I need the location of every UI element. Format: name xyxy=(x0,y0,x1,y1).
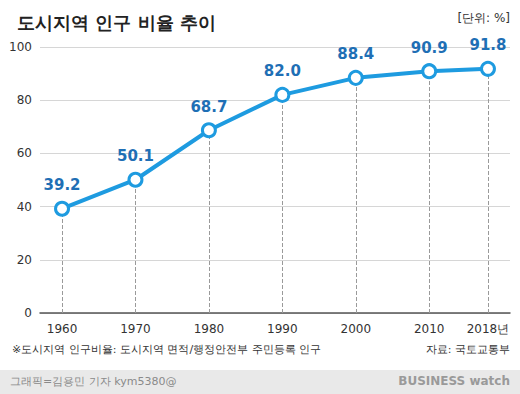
svg-text:2018년: 2018년 xyxy=(467,322,510,336)
svg-text:1990: 1990 xyxy=(267,322,298,336)
svg-text:91.8: 91.8 xyxy=(469,36,506,54)
svg-text:50.1: 50.1 xyxy=(117,147,154,165)
svg-text:도시지역 인구 비율 추이: 도시지역 인구 비율 추이 xyxy=(17,12,216,33)
svg-text:82.0: 82.0 xyxy=(264,62,301,80)
svg-text:20: 20 xyxy=(17,253,32,267)
svg-text:2000: 2000 xyxy=(341,322,372,336)
svg-text:100: 100 xyxy=(9,40,32,54)
svg-text:68.7: 68.7 xyxy=(190,98,227,116)
svg-text:0: 0 xyxy=(24,306,32,320)
svg-text:60: 60 xyxy=(17,146,32,160)
svg-text:39.2: 39.2 xyxy=(44,176,81,194)
svg-text:그래픽=김용민 기자 kym5380@: 그래픽=김용민 기자 kym5380@ xyxy=(10,375,176,388)
svg-text:BUSINESS watch: BUSINESS watch xyxy=(398,374,510,388)
svg-text:90.9: 90.9 xyxy=(411,39,448,57)
svg-text:40: 40 xyxy=(17,200,32,214)
svg-text:자료: 국토교통부: 자료: 국토교통부 xyxy=(426,343,510,356)
svg-text:※도시지역 인구비율: 도시지역 면적/행정안전부 주민등록: ※도시지역 인구비율: 도시지역 면적/행정안전부 주민등록 인구 xyxy=(12,343,321,356)
svg-text:2010: 2010 xyxy=(414,322,445,336)
svg-text:88.4: 88.4 xyxy=(337,45,374,63)
svg-text:80: 80 xyxy=(17,93,32,107)
svg-text:1970: 1970 xyxy=(120,322,151,336)
svg-text:[단위: %]: [단위: %] xyxy=(457,11,510,25)
svg-text:1960: 1960 xyxy=(47,322,78,336)
svg-text:1980: 1980 xyxy=(194,322,225,336)
